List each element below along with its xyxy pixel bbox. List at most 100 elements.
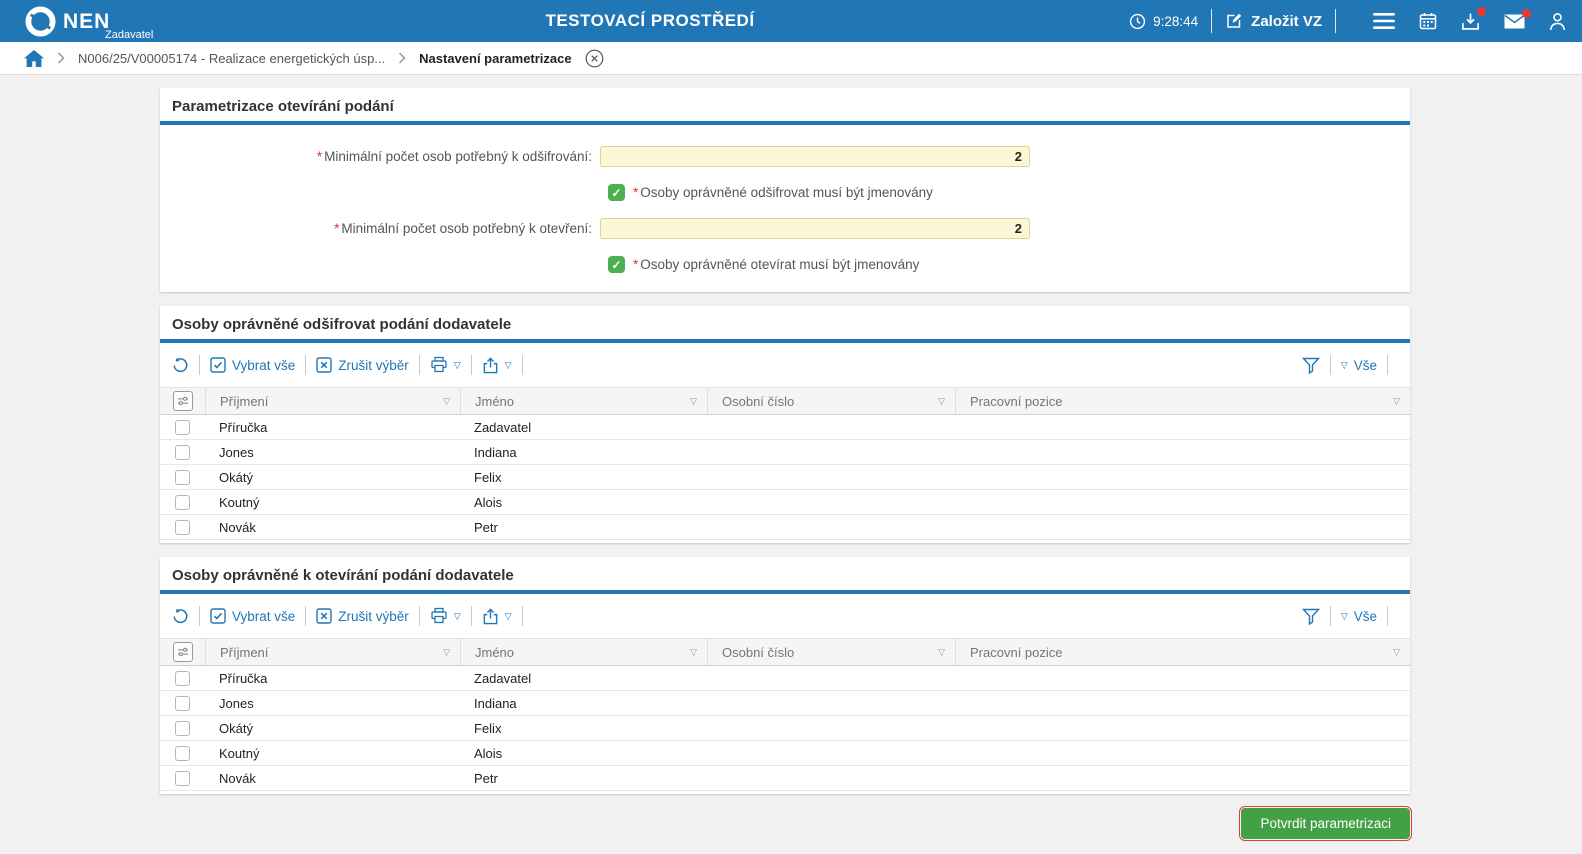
column-header-pracovni-pozice[interactable]: Pracovní pozice <box>970 393 1063 409</box>
table-toolbar: Vybrat vše Zrušit výběr <box>160 343 1410 387</box>
row-checkbox[interactable] <box>175 419 190 435</box>
profile-button[interactable] <box>1549 12 1566 31</box>
column-header-osobni-cislo[interactable]: Osobní číslo <box>722 393 795 409</box>
notification-badge <box>1477 6 1486 16</box>
messages-button[interactable] <box>1504 8 1531 29</box>
column-settings-button[interactable] <box>172 391 193 411</box>
server-time: 9:28:44 <box>1129 13 1198 30</box>
filter-button[interactable] <box>1301 357 1320 374</box>
confirm-parametrization-button[interactable]: Potvrdit parametrizaci <box>1239 806 1412 841</box>
cell-prijmeni: Koutný <box>219 494 260 510</box>
field-row-decrypt: * Minimální počet osob potřebný k odšifro… <box>160 146 1410 167</box>
refresh-icon <box>172 608 189 625</box>
row-checkbox[interactable] <box>175 494 190 510</box>
table-row[interactable]: Koutný Alois <box>160 490 1410 515</box>
column-header-jmeno[interactable]: Jméno <box>475 644 515 660</box>
scope-dropdown[interactable]: ▽ Vše <box>1340 357 1377 373</box>
column-header-jmeno[interactable]: Jméno <box>475 393 515 409</box>
cell-jmeno: Indiana <box>474 444 517 460</box>
column-filter-icon[interactable]: ▽ <box>1393 395 1400 406</box>
column-settings-icon <box>177 646 189 658</box>
column-header-pracovni-pozice[interactable]: Pracovní pozice <box>970 644 1063 660</box>
row-checkbox[interactable] <box>175 745 190 761</box>
table-row[interactable]: Novák Petr <box>160 515 1410 540</box>
refresh-button[interactable] <box>172 608 189 625</box>
printer-icon <box>430 607 448 625</box>
decrypt-persons-section: Osoby oprávněné odšifrovat podání dodava… <box>160 306 1410 543</box>
toolbar-divider <box>199 355 200 375</box>
column-filter-icon[interactable]: ▽ <box>938 646 945 657</box>
table-row[interactable]: Okátý Felix <box>160 465 1410 490</box>
row-checkbox[interactable] <box>175 444 190 460</box>
footer-actions: Potvrdit parametrizaci <box>160 806 1412 841</box>
mail-icon <box>1504 14 1525 29</box>
table-row[interactable]: Novák Petr <box>160 766 1410 791</box>
filter-funnel-icon <box>1301 608 1320 625</box>
user-icon <box>1549 12 1566 31</box>
row-checkbox[interactable] <box>175 519 190 535</box>
cell-prijmeni: Příručka <box>219 419 268 435</box>
section-title-decrypt-persons: Osoby oprávněné odšifrovat podání dodava… <box>172 316 512 333</box>
column-header-osobni-cislo[interactable]: Osobní číslo <box>722 644 795 660</box>
table-row[interactable]: Příručka Zadavatel <box>160 415 1410 440</box>
column-header-prijmeni[interactable]: Příjmení <box>220 644 269 660</box>
print-button[interactable]: ▽ <box>430 607 461 625</box>
printer-icon <box>430 356 448 374</box>
decrypt-named-checkbox[interactable]: ✓ <box>608 184 625 201</box>
home-button[interactable] <box>24 49 44 67</box>
clear-selection-button[interactable]: Zrušit výběr <box>316 608 409 624</box>
select-all-button[interactable]: Vybrat vše <box>210 608 295 624</box>
clear-selection-icon <box>316 608 332 624</box>
filter-button[interactable] <box>1301 608 1320 625</box>
create-vz-button[interactable]: Založit VZ <box>1225 12 1322 30</box>
open-named-checkbox[interactable]: ✓ <box>608 256 625 273</box>
chevron-right-icon <box>57 52 65 64</box>
cell-jmeno: Zadavatel <box>474 419 532 435</box>
field-row-open: * Minimální počet osob potřebný k otevřen… <box>160 218 1410 239</box>
checkmark-icon: ✓ <box>611 185 622 200</box>
export-button[interactable]: ▽ <box>482 356 512 374</box>
clear-selection-button[interactable]: Zrušit výběr <box>316 357 409 373</box>
menu-button[interactable] <box>1373 13 1395 29</box>
table-row[interactable]: Jones Indiana <box>160 691 1410 716</box>
close-tab-button[interactable] <box>585 49 604 68</box>
breadcrumb: N006/25/V00005174 - Realizace energetick… <box>0 42 1582 75</box>
downloads-button[interactable] <box>1461 6 1486 31</box>
table-row[interactable]: Jones Indiana <box>160 440 1410 465</box>
calendar-button[interactable] <box>1419 12 1437 30</box>
refresh-button[interactable] <box>172 357 189 374</box>
parametrization-panel: Parametrizace otevírání podání * Minimáln… <box>160 88 1410 292</box>
min-persons-open-input[interactable] <box>600 218 1030 239</box>
nen-logo[interactable]: NEN Zadavatel <box>25 5 153 40</box>
toolbar-divider <box>199 606 200 626</box>
column-filter-icon[interactable]: ▽ <box>938 395 945 406</box>
column-filter-icon[interactable]: ▽ <box>1393 646 1400 657</box>
open-named-label: * Osoby oprávněné otevírat musí být jmeno… <box>633 257 920 272</box>
row-checkbox[interactable] <box>175 469 190 485</box>
checkbox-row-decrypt: ✓ * Osoby oprávněné odšifrovat musí být j… <box>608 184 1410 201</box>
table-header: Příjmení ▽ Jméno ▽ Osobní číslo ▽ Pracovní … <box>160 387 1410 415</box>
cell-prijmeni: Příručka <box>219 670 268 686</box>
print-button[interactable]: ▽ <box>430 356 461 374</box>
column-header-prijmeni[interactable]: Příjmení <box>220 393 269 409</box>
column-filter-icon[interactable]: ▽ <box>690 395 697 406</box>
breadcrumb-item-vz[interactable]: N006/25/V00005174 - Realizace energetick… <box>78 50 386 66</box>
row-checkbox[interactable] <box>175 670 190 686</box>
row-checkbox[interactable] <box>175 770 190 786</box>
refresh-icon <box>172 357 189 374</box>
toolbar-divider <box>521 355 523 375</box>
column-filter-icon[interactable]: ▽ <box>443 646 450 657</box>
scope-dropdown[interactable]: ▽ Vše <box>1340 608 1377 624</box>
table-row[interactable]: Koutný Alois <box>160 741 1410 766</box>
row-checkbox[interactable] <box>175 720 190 736</box>
column-filter-icon[interactable]: ▽ <box>443 395 450 406</box>
table-row[interactable]: Okátý Felix <box>160 716 1410 741</box>
export-button[interactable]: ▽ <box>482 607 512 625</box>
toolbar-divider <box>1387 606 1388 626</box>
min-persons-decrypt-input[interactable] <box>600 146 1030 167</box>
row-checkbox[interactable] <box>175 695 190 711</box>
select-all-button[interactable]: Vybrat vše <box>210 357 295 373</box>
column-filter-icon[interactable]: ▽ <box>690 646 697 657</box>
column-settings-button[interactable] <box>172 642 193 662</box>
table-row[interactable]: Příručka Zadavatel <box>160 666 1410 691</box>
